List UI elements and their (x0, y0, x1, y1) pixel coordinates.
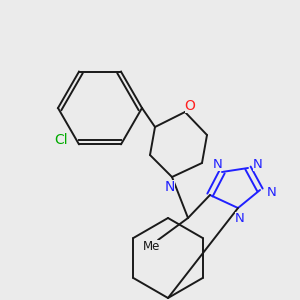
Text: Me: Me (143, 239, 161, 253)
Text: Cl: Cl (54, 134, 68, 147)
Text: N: N (253, 158, 263, 170)
Text: N: N (267, 185, 277, 199)
Text: N: N (235, 212, 245, 224)
Text: O: O (184, 99, 195, 113)
Text: N: N (165, 180, 175, 194)
Text: N: N (213, 158, 223, 170)
